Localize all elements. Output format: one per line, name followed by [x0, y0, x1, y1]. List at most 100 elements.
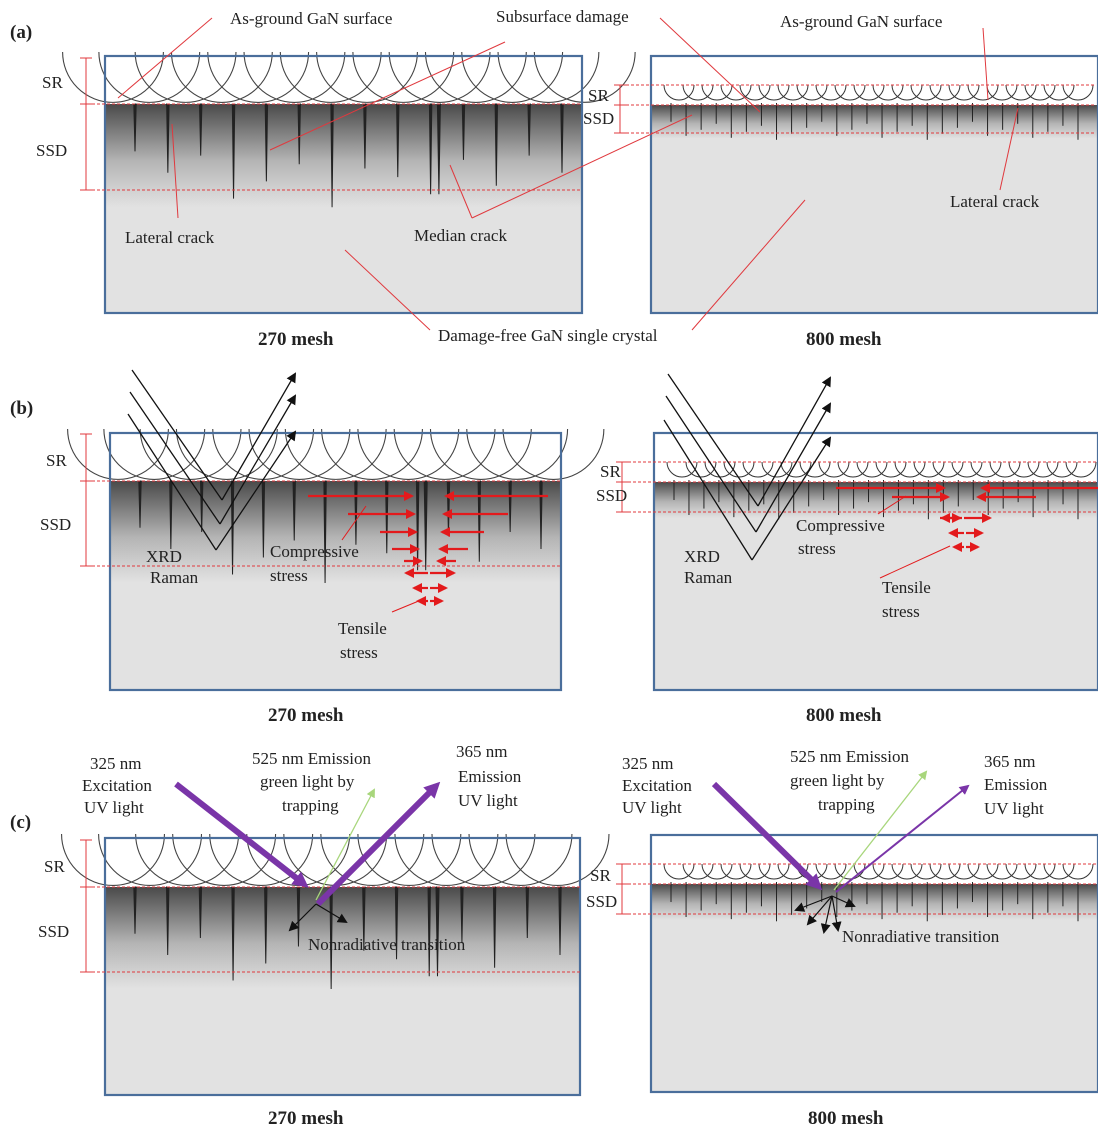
excitation-label-right-2: Excitation — [622, 776, 692, 795]
panel-c-sr-label-right: SR — [590, 866, 611, 885]
panel-b-mesh-right: 800 mesh — [806, 705, 882, 726]
green-emission-arrow-right — [833, 770, 928, 891]
raman-label-right: Raman — [684, 568, 733, 587]
as-ground-surface-label-right: As-ground GaN surface — [780, 12, 942, 31]
panel-b-ssd-label-left: SSD — [40, 515, 71, 534]
panel-c-ssd-label-right: SSD — [586, 892, 617, 911]
panel-c-mesh-right: 800 mesh — [808, 1108, 884, 1129]
panel-b-depth-bracket-left — [80, 433, 561, 567]
panel-b-depth-bracket-right — [616, 461, 1096, 513]
stress-arrows-left — [308, 491, 548, 606]
uv-emission-label-left-3: UV light — [458, 791, 518, 810]
green-emission-arrow-left — [315, 788, 375, 901]
panel-c-mesh-left: 270 mesh — [268, 1108, 344, 1129]
green-emission-label-left-1: 525 nm Emission — [252, 749, 372, 768]
uv-emission-label-right-1: 365 nm — [984, 752, 1035, 771]
xrd-raman-beams-left — [127, 369, 297, 551]
nonradiative-arrows-right — [794, 895, 856, 934]
panel-a-sr-label-left: SR — [42, 73, 63, 92]
tensile-label-right-2: stress — [882, 602, 920, 621]
xrd-raman-beams-right — [663, 373, 832, 561]
panel-a-ssd-label-right: SSD — [583, 109, 614, 128]
panel-c-ssd-label-left: SSD — [38, 922, 69, 941]
excitation-uv-arrow-right — [711, 781, 823, 891]
panel-b-annotations: (b) SR SSD SR SSD XRD Raman Compressive … — [10, 369, 1098, 726]
panel-b-sr-label-left: SR — [46, 451, 67, 470]
panel-b-letter: (b) — [10, 398, 33, 419]
raman-label-left: Raman — [150, 568, 199, 587]
specimen-border — [103, 836, 582, 1097]
specimen-border — [652, 431, 1098, 692]
compressive-label-left-1: Compressive — [270, 542, 359, 561]
emission-uv-arrow-right — [835, 784, 970, 893]
specimen-b-270 — [67, 428, 605, 692]
tensile-label-left-2: stress — [340, 643, 378, 662]
crack-lines — [666, 461, 1097, 520]
stress-arrows-right — [836, 483, 1098, 552]
excitation-label-right-3: UV light — [622, 798, 682, 817]
as-ground-surface-label-left: As-ground GaN surface — [230, 9, 392, 28]
specimen-a-270 — [62, 51, 636, 315]
panel-a-depth-bracket-left — [80, 57, 582, 191]
panel-c-depth-bracket-left — [80, 839, 580, 973]
panel-b-ssd-label-right: SSD — [596, 486, 627, 505]
specimen-c-270 — [61, 833, 610, 1097]
nonradiative-label-right: Nonradiative transition — [842, 927, 1000, 946]
green-emission-label-right-2: green light by — [790, 771, 885, 790]
subsurface-damage-label: Subsurface damage — [496, 7, 629, 26]
specimen-border — [649, 833, 1098, 1094]
panel-a-mesh-right: 800 mesh — [806, 329, 882, 350]
uv-emission-label-right-2: Emission — [984, 775, 1048, 794]
crack-lines — [663, 84, 1094, 140]
compressive-label-right-2: stress — [798, 539, 836, 558]
specimen-border — [108, 431, 563, 692]
lateral-crack-label-left: Lateral crack — [125, 228, 215, 247]
excitation-uv-arrow-left — [174, 781, 309, 888]
panel-a-depth-bracket-right — [614, 84, 1096, 134]
panel-a-guide-lines — [117, 17, 1019, 331]
compressive-label-right-1: Compressive — [796, 516, 885, 535]
crystal-body — [651, 105, 1098, 313]
panel-a-letter: (a) — [10, 22, 32, 43]
tensile-label-left-1: Tensile — [338, 619, 387, 638]
green-emission-label-right-3: trapping — [818, 795, 875, 814]
panel-a-ssd-label-left: SSD — [36, 141, 67, 160]
xrd-label-right: XRD — [684, 547, 720, 566]
panel-a-sr-label-right: SR — [588, 86, 609, 105]
uv-emission-label-right-3: UV light — [984, 799, 1044, 818]
panel-b-mesh-left: 270 mesh — [268, 705, 344, 726]
panel-c-annotations: (c) SR SSD SR SSD 325 nm Excitation UV l… — [10, 742, 1096, 1129]
green-emission-label-left-3: trapping — [282, 796, 339, 815]
subsurface-damage-layer — [651, 884, 1098, 920]
nonradiative-label-left: Nonradiative transition — [308, 935, 466, 954]
subsurface-damage-layer — [110, 481, 561, 583]
panel-a-mesh-left: 270 mesh — [258, 329, 334, 350]
panel-b-sr-label-right: SR — [600, 462, 621, 481]
panel-c-sr-label-left: SR — [44, 857, 65, 876]
emission-uv-arrow-left — [315, 781, 441, 907]
crack-lines — [663, 863, 1094, 922]
excitation-label-left-2: Excitation — [82, 776, 152, 795]
compressive-label-left-2: stress — [270, 566, 308, 585]
xrd-label-left: XRD — [146, 547, 182, 566]
uv-emission-label-left-2: Emission — [458, 767, 522, 786]
green-emission-label-left-2: green light by — [260, 772, 355, 791]
excitation-label-left-1: 325 nm — [90, 754, 141, 773]
stress-pointer-lines — [341, 495, 951, 613]
nonradiative-arrows-left — [288, 903, 348, 932]
median-crack-label: Median crack — [414, 226, 507, 245]
specimen-border — [103, 54, 584, 315]
excitation-label-left-3: UV light — [84, 798, 144, 817]
uv-emission-label-left-1: 365 nm — [456, 742, 507, 761]
specimen-a-800 — [649, 54, 1098, 315]
lateral-crack-label-right: Lateral crack — [950, 192, 1040, 211]
tensile-label-right-1: Tensile — [882, 578, 931, 597]
green-emission-label-right-1: 525 nm Emission — [790, 747, 910, 766]
panel-c-depth-bracket-right — [616, 863, 1096, 915]
panel-a-annotations: (a) SR SSD SR SSD As-ground GaN surface … — [10, 7, 1096, 350]
specimen-border — [649, 54, 1098, 315]
specimen-c-800 — [649, 833, 1098, 1094]
panel-c-letter: (c) — [10, 812, 31, 833]
specimen-b-800 — [652, 431, 1098, 692]
